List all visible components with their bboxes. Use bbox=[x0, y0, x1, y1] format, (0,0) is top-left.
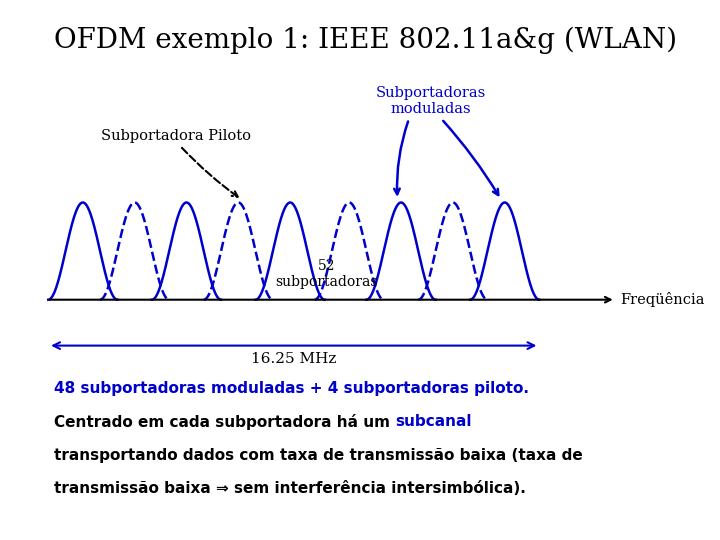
Text: transportando dados com taxa de transmissão baixa (taxa de: transportando dados com taxa de transmis… bbox=[54, 448, 582, 463]
Text: 52
subportadoras: 52 subportadoras bbox=[276, 259, 378, 289]
Text: transmissão baixa ⇒ sem interferência intersimbólica).: transmissão baixa ⇒ sem interferência in… bbox=[54, 481, 526, 496]
Text: 48 subportadoras moduladas + 4 subportadoras piloto.: 48 subportadoras moduladas + 4 subportad… bbox=[54, 381, 529, 396]
Text: subcanal: subcanal bbox=[395, 414, 472, 429]
Text: OFDM exemplo 1: IEEE 802.11a&g (WLAN): OFDM exemplo 1: IEEE 802.11a&g (WLAN) bbox=[54, 27, 677, 55]
Text: Subportadoras
moduladas: Subportadoras moduladas bbox=[375, 86, 486, 116]
Text: Centrado em cada subportadora há um: Centrado em cada subportadora há um bbox=[54, 414, 395, 430]
Text: Subportadora Piloto: Subportadora Piloto bbox=[102, 129, 251, 143]
Text: 16.25 MHz: 16.25 MHz bbox=[251, 352, 336, 366]
Text: Freqüência: Freqüência bbox=[621, 292, 705, 307]
